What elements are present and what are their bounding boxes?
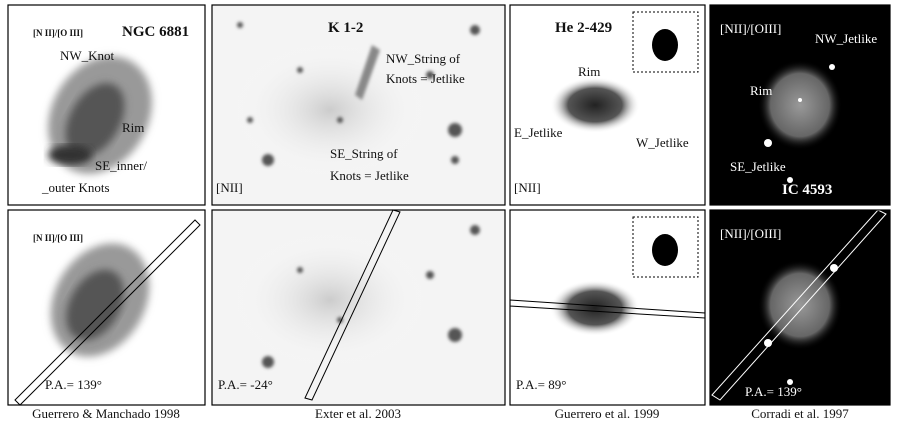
label: W_Jetlike — [636, 135, 689, 150]
label: [NII] — [514, 180, 541, 195]
label: NW_String of — [386, 51, 461, 66]
label: _outer Knots — [41, 180, 110, 195]
label: [N II]/[O III] — [33, 233, 83, 243]
figure: [N II]/[O III] NGC 6881 NW_Knot Rim SE_i… — [0, 0, 897, 425]
label: [N II]/[O III] — [33, 28, 83, 38]
caption: Guerrero et al. 1999 — [555, 406, 660, 421]
position-angle: P.A.= -24° — [218, 377, 273, 392]
label: SE_Jetlike — [730, 159, 786, 174]
image-k12-bottom — [212, 210, 505, 405]
label: NW_Knot — [60, 48, 115, 63]
label: Rim — [750, 83, 772, 98]
label: Rim — [122, 120, 144, 135]
object-name: IC 4593 — [782, 182, 832, 198]
label: Knots = Jetlike — [330, 168, 409, 183]
object-name: K 1-2 — [328, 20, 363, 36]
position-angle: P.A.= 139° — [745, 384, 802, 399]
label: [NII] — [216, 180, 243, 195]
position-angle: P.A.= 89° — [516, 377, 566, 392]
label: [NII]/[OIII] — [720, 226, 781, 241]
label: NW_Jetlike — [815, 31, 877, 46]
label: SE_String of — [330, 146, 398, 161]
object-name: NGC 6881 — [122, 24, 189, 40]
position-angle: P.A.= 139° — [45, 377, 102, 392]
label: SE_inner/ — [95, 158, 147, 173]
label: Knots = Jetlike — [386, 71, 465, 86]
label: [NII]/[OIII] — [720, 21, 781, 36]
caption: Exter et al. 2003 — [315, 406, 401, 421]
label: E_Jetlike — [514, 125, 563, 140]
caption: Corradi et al. 1997 — [751, 406, 849, 421]
object-name: He 2-429 — [555, 20, 612, 36]
image-he2429-bottom — [510, 210, 705, 405]
caption: Guerrero & Manchado 1998 — [32, 406, 180, 421]
label: Rim — [578, 64, 600, 79]
